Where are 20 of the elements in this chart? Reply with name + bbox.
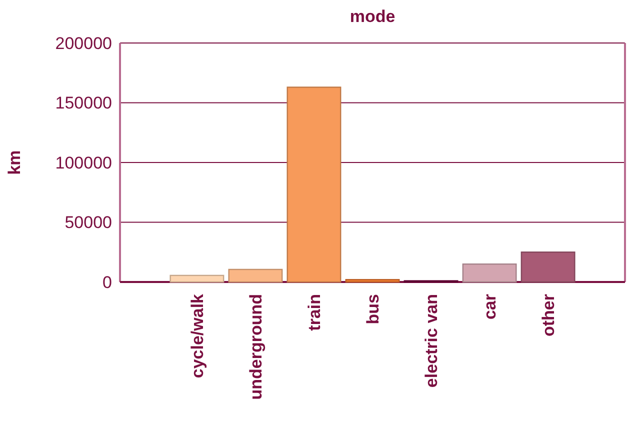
y-axis-title: km [5, 150, 24, 175]
x-tick-label: car [480, 294, 500, 320]
bar [462, 263, 517, 283]
x-tick-label: electric van [422, 294, 441, 388]
bar [286, 86, 342, 283]
x-tick-label: cycle/walk [188, 293, 207, 378]
x-tick-label: bus [363, 294, 382, 324]
bar [170, 274, 224, 283]
bar [520, 252, 576, 283]
x-tick-label: underground [246, 294, 266, 400]
y-tick-label: 200000 [55, 34, 112, 53]
y-tick-label: 50000 [64, 213, 112, 232]
y-tick-label: 150000 [55, 94, 112, 113]
x-tick-label: other [539, 294, 558, 336]
y-tick-label: 0 [102, 272, 112, 292]
y-tick-label: 100000 [55, 153, 112, 172]
x-tick-label: train [304, 294, 324, 331]
chart-title: mode [350, 7, 396, 26]
bar [228, 268, 283, 283]
bar [345, 279, 400, 283]
